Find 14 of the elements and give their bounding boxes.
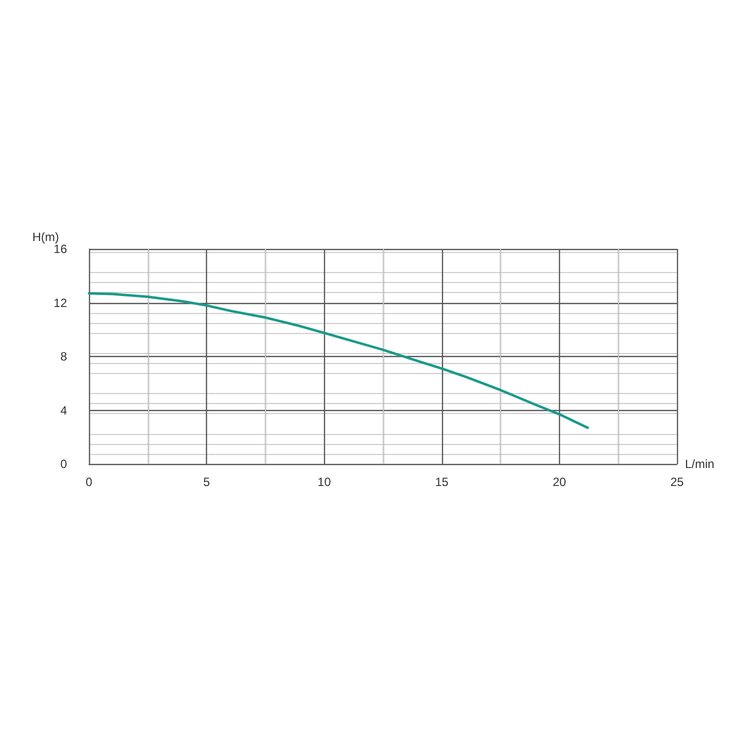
y-tick-label: 4 <box>60 403 68 418</box>
y-axis-title: H(m) <box>32 230 59 244</box>
x-tick-label: 10 <box>318 475 332 489</box>
y-tick-label: 16 <box>54 242 68 256</box>
x-tick-label: 0 <box>86 475 93 489</box>
x-axis-title: L/min <box>685 457 714 471</box>
x-tick-label: 5 <box>203 475 210 489</box>
y-tick-label: 12 <box>54 296 68 310</box>
x-tick-label: 15 <box>435 475 449 489</box>
y-tick-label: 8 <box>60 350 68 364</box>
x-tick-label: 25 <box>670 475 684 489</box>
line-series <box>88 292 589 429</box>
y-tick-label: 0 <box>60 457 68 471</box>
x-tick-label: 20 <box>552 475 566 489</box>
